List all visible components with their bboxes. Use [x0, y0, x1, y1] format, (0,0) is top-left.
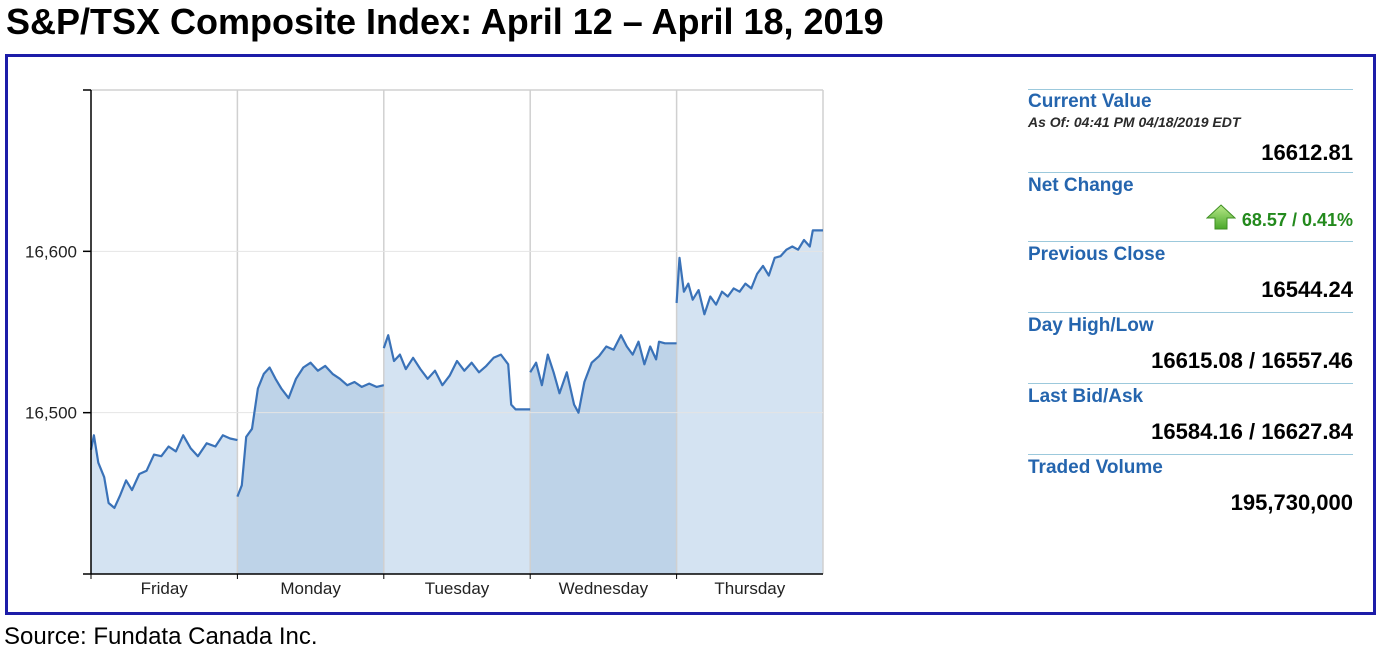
net-change-value: 68.57 / 0.41%: [1241, 210, 1353, 230]
x-tick-label: Tuesday: [425, 579, 490, 598]
y-tick-label: 16,600: [25, 242, 77, 261]
series-line-tuesday: [382, 334, 531, 411]
day-high-low-value: 16615.08 / 16557.46: [1151, 348, 1353, 373]
traded-volume-value: 195,730,000: [1230, 490, 1353, 515]
area-thursday: [676, 230, 823, 574]
as-of-timestamp: As Of: 04:41 PM 04/18/2019 EDT: [1028, 114, 1241, 130]
bid-ask-label: Last Bid/Ask: [1028, 386, 1144, 407]
chart-title: S&P/TSX Composite Index: April 12 – Apri…: [6, 1, 884, 42]
previous-close-value: 16544.24: [1261, 277, 1353, 302]
chart-frame: 16,500 16,600 Friday Monday Tuesday Wednesday…: [5, 54, 1376, 615]
area-friday: [91, 435, 238, 574]
previous-close-row: Previous Close 16544.24: [1028, 241, 1353, 305]
x-tick-label: Monday: [280, 579, 341, 598]
series-line-thursday: [675, 229, 823, 316]
area-tuesday: [383, 335, 531, 574]
current-value: 16612.81: [1261, 140, 1353, 165]
x-tick-label: Friday: [141, 579, 189, 598]
traded-volume-label: Traded Volume: [1028, 457, 1163, 478]
day-high-low-label: Day High/Low: [1028, 315, 1154, 336]
area-monday: [237, 362, 384, 574]
intraday-chart: 16,500 16,600 Friday Monday Tuesday Wednesday…: [25, 89, 824, 598]
x-tick-label: Wednesday: [559, 579, 649, 598]
previous-close-label: Previous Close: [1028, 244, 1166, 265]
bid-ask-value: 16584.16 / 16627.84: [1151, 419, 1353, 444]
bid-ask-row: Last Bid/Ask 16584.16 / 16627.84: [1028, 383, 1353, 447]
series-line-wednesday: [529, 334, 677, 414]
day-high-low-row: Day High/Low 16615.08 / 16557.46: [1028, 312, 1353, 376]
net-change-label: Net Change: [1028, 175, 1134, 196]
y-tick-label: 16,500: [25, 404, 77, 423]
traded-volume-row: Traded Volume 195,730,000: [1028, 454, 1353, 518]
x-tick-label: Thursday: [714, 579, 785, 598]
series-line-friday: [89, 434, 238, 509]
source-note: Source: Fundata Canada Inc.: [4, 623, 318, 650]
current-value-row: Current Value As Of: 04:41 PM 04/18/2019…: [1028, 89, 1353, 168]
current-value-label: Current Value: [1028, 91, 1152, 112]
net-change-value-line: 68.57 / 0.41%: [1028, 204, 1353, 235]
quote-panel: Current Value As Of: 04:41 PM 04/18/2019…: [1028, 89, 1353, 518]
green-up-arrow-icon: [1205, 204, 1237, 230]
net-change-row: Net Change 68.57 / 0.41%: [1028, 172, 1353, 235]
area-wednesday: [530, 335, 677, 574]
series-line-monday: [236, 361, 385, 497]
